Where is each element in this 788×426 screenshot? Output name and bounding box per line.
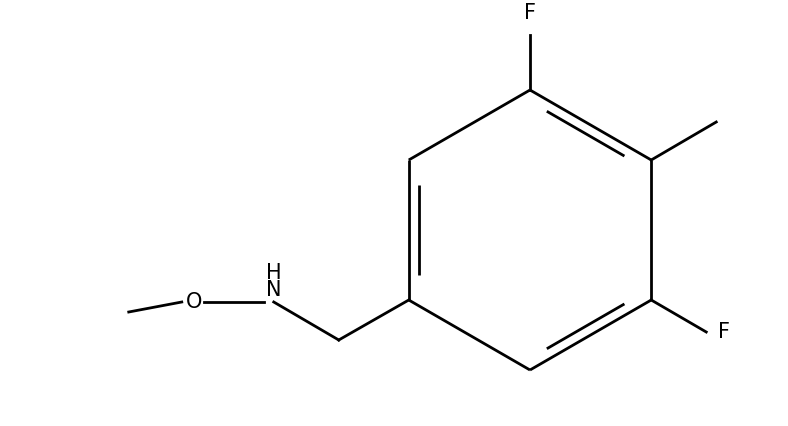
Text: H: H bbox=[266, 263, 281, 283]
Text: F: F bbox=[524, 3, 536, 23]
Text: N: N bbox=[266, 280, 281, 300]
Text: F: F bbox=[718, 322, 730, 342]
Text: O: O bbox=[185, 292, 202, 312]
